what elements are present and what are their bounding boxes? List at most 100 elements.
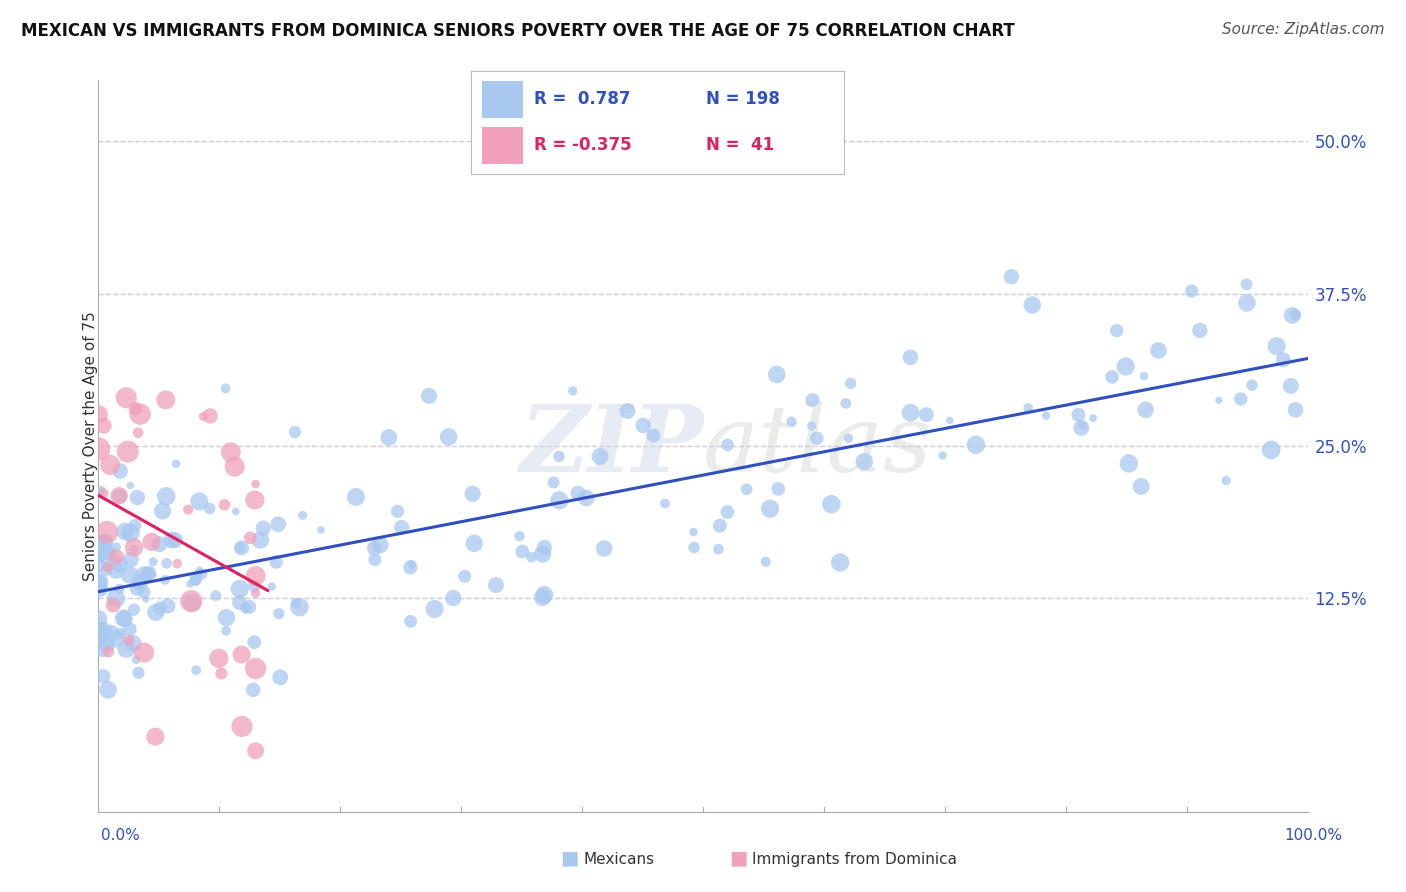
Point — [132, 585, 155, 599]
Point — [1236, 277, 1258, 292]
Point — [214, 498, 236, 512]
Point — [94, 535, 117, 549]
Point — [1279, 379, 1302, 393]
Point — [245, 661, 267, 675]
Point — [1130, 479, 1153, 493]
Point — [399, 615, 422, 629]
Point — [231, 541, 253, 555]
Point — [939, 413, 962, 427]
Point — [242, 682, 264, 697]
Point — [915, 408, 938, 422]
Point — [531, 547, 554, 561]
Point — [198, 409, 221, 423]
Point — [531, 591, 554, 605]
Point — [215, 610, 238, 624]
Point — [208, 651, 231, 665]
Point — [533, 541, 555, 555]
Point — [820, 497, 842, 511]
Point — [1101, 370, 1123, 384]
Point — [120, 478, 142, 492]
Point — [122, 541, 145, 555]
Point — [214, 381, 236, 395]
Point — [90, 483, 112, 498]
Point — [364, 552, 387, 566]
Point — [108, 582, 131, 596]
Point — [142, 555, 165, 569]
Point — [567, 486, 589, 500]
Point — [520, 550, 543, 565]
Point — [291, 508, 314, 523]
Point — [1272, 352, 1295, 367]
Text: R =  0.787: R = 0.787 — [534, 90, 631, 108]
Point — [129, 407, 152, 421]
Point — [198, 501, 221, 516]
Point — [138, 565, 160, 579]
Point — [589, 450, 612, 464]
Point — [1105, 324, 1128, 338]
Point — [1208, 393, 1230, 408]
Point — [1215, 474, 1237, 488]
Point — [387, 504, 409, 518]
Point — [91, 632, 114, 646]
Point — [166, 557, 188, 571]
Point — [184, 572, 207, 586]
Point — [853, 455, 876, 469]
Point — [231, 648, 253, 662]
Text: atlas: atlas — [703, 401, 932, 491]
Point — [143, 730, 166, 744]
Point — [267, 517, 290, 532]
Point — [533, 588, 555, 602]
Point — [108, 489, 131, 503]
Point — [716, 438, 738, 452]
Point — [643, 428, 665, 442]
Point — [93, 418, 115, 433]
Text: N = 198: N = 198 — [706, 90, 779, 108]
Point — [1260, 442, 1282, 457]
Text: Mexicans: Mexicans — [583, 852, 655, 867]
Point — [1265, 339, 1288, 353]
Point — [188, 564, 211, 578]
Point — [593, 541, 616, 556]
Point — [93, 624, 115, 638]
Point — [132, 646, 155, 660]
Point — [132, 568, 155, 582]
Point — [755, 555, 778, 569]
Point — [152, 504, 174, 518]
Point — [709, 518, 731, 533]
Point — [461, 487, 484, 501]
Point — [243, 579, 266, 593]
Point — [239, 531, 262, 545]
Point — [267, 607, 290, 621]
Point — [87, 442, 110, 456]
Text: Immigrants from Dominica: Immigrants from Dominica — [752, 852, 957, 867]
Point — [115, 641, 138, 656]
Point — [120, 552, 142, 566]
Point — [90, 536, 112, 550]
Point — [768, 482, 790, 496]
Point — [835, 396, 858, 410]
Point — [229, 582, 252, 596]
Text: 0.0%: 0.0% — [101, 828, 141, 843]
Point — [124, 401, 146, 416]
Point — [118, 567, 141, 582]
Point — [97, 682, 120, 697]
Point — [249, 533, 271, 547]
Point — [184, 574, 207, 588]
Point — [423, 602, 446, 616]
Point — [269, 670, 291, 684]
Point — [117, 444, 139, 458]
Point — [180, 594, 202, 608]
Point — [89, 407, 111, 421]
Point — [128, 665, 150, 680]
Point — [441, 591, 464, 605]
Point — [118, 622, 141, 636]
Point — [1284, 308, 1306, 322]
Point — [363, 541, 385, 555]
Point — [463, 536, 485, 550]
Point — [368, 538, 391, 552]
Point — [900, 406, 922, 420]
Point — [97, 560, 120, 574]
Point — [120, 526, 142, 541]
Point — [89, 582, 111, 596]
Point — [682, 524, 704, 539]
